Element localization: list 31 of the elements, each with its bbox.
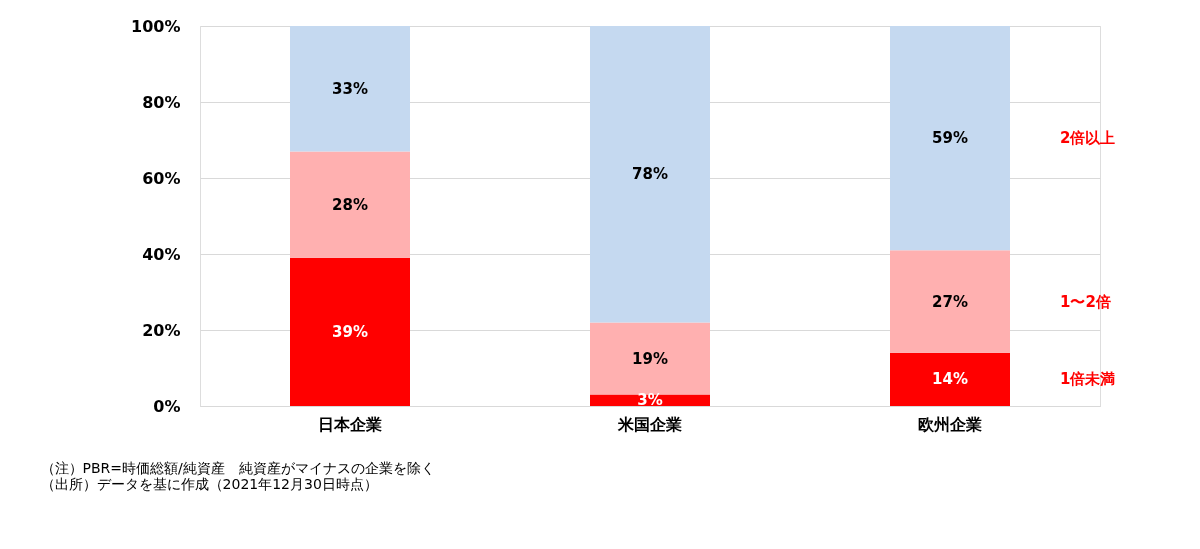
y-tick-label: 100% [131, 16, 181, 36]
text: 1〜2倍 [1060, 292, 1111, 311]
y-tick-label: 20% [142, 320, 181, 340]
data-label: 14% [932, 370, 968, 389]
text: （注）PBR=時価総額/純資産 純資産がマイナスの企業を除く [40, 460, 435, 476]
bar [890, 352, 1010, 406]
bar [290, 257, 410, 406]
x-tick-label: 欧州企業 [918, 414, 982, 434]
y-tick-label: 60% [142, 168, 181, 188]
y-tick-label: 0% [153, 396, 181, 416]
text: 2倍以上 [1060, 129, 1116, 148]
data-label: 28% [332, 195, 368, 214]
data-label: 78% [632, 165, 668, 184]
bar [590, 322, 710, 395]
text: 1倍未満 [1060, 370, 1116, 389]
bar [890, 26, 1010, 251]
data-label: 59% [932, 129, 968, 148]
bar [590, 26, 710, 323]
bar [290, 151, 410, 258]
x-tick-label: 日本企業 [318, 414, 382, 434]
bar [290, 26, 410, 152]
bar [890, 250, 1010, 353]
data-label: 3% [637, 391, 663, 410]
data-label: 39% [332, 322, 368, 341]
data-label: 33% [332, 79, 368, 98]
data-label: 19% [632, 349, 668, 368]
y-tick-label: 80% [142, 92, 181, 112]
data-label: 27% [932, 292, 968, 311]
x-tick-label: 米国企業 [617, 414, 682, 434]
text: （出所）データを基に作成（2021年12月30日時点） [40, 476, 378, 492]
y-tick-label: 40% [142, 244, 181, 264]
